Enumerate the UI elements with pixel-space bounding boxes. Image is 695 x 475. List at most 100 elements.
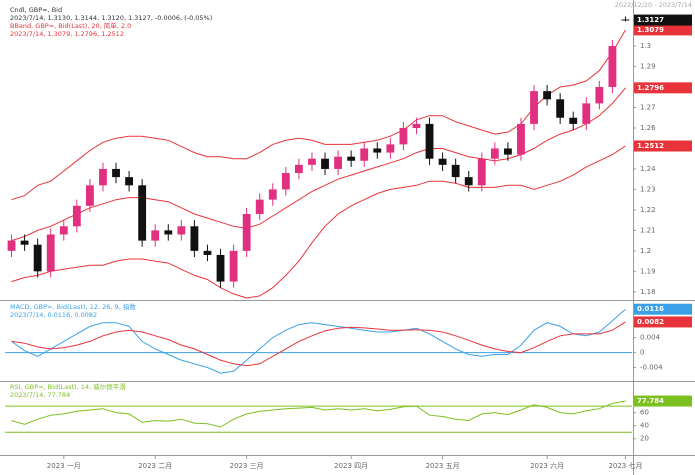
candle-body [138, 185, 147, 241]
y-tick-label: 40 [640, 422, 649, 430]
candle-body [621, 19, 630, 21]
candle-body [543, 91, 552, 100]
candle-body [530, 91, 538, 124]
candle-body [151, 230, 160, 241]
y-tick-label: 1.27 [640, 104, 656, 112]
x-tick-label: 2023 五月 [426, 462, 460, 470]
value-tag-label: 77.784 [637, 397, 664, 405]
candle-body [177, 226, 186, 235]
y-tick-label: 1.19 [640, 267, 656, 275]
bands-subtitle: 2023/7/14, 1.3079, 1.2796, 1.2512 [10, 30, 124, 38]
chart-subtitle: 2023/7/14, 1.3130, 1.3144, 1.3120, 1.312… [10, 14, 212, 22]
x-tick-label: 2023 一月 [47, 462, 81, 470]
x-tick-label: 2023 六月 [530, 461, 564, 470]
y-tick-label: 1.18 [640, 288, 656, 296]
candle-body [308, 158, 316, 165]
value-tag [634, 140, 692, 152]
macd-title: MACD, GBP=, Bid(Last), 12, 26, 9, 指数 [10, 302, 136, 311]
candle-body [490, 148, 499, 159]
candle-body [99, 168, 107, 186]
candle-body [334, 156, 343, 169]
candle-body [294, 164, 303, 174]
candle-body [20, 240, 29, 245]
candle-body [203, 250, 212, 255]
candle-body [46, 234, 55, 272]
x-tick-label: 2023 三月 [230, 462, 264, 470]
candle-body [164, 230, 173, 235]
candle-body [190, 226, 199, 251]
y-tick-label: 0 [640, 349, 644, 357]
x-tick-label: 2023 七月 [608, 461, 642, 470]
x-tick-label: 2023 四月 [334, 462, 368, 470]
candle-body [242, 213, 251, 251]
bands-title: BBand, GBP=, Bid(Last), 20, 简单, 2.0 [10, 21, 131, 30]
indicator-line [11, 400, 626, 428]
rsi-subtitle: 2023/7/14, 77.784 [10, 391, 70, 399]
value-tag [634, 14, 692, 26]
candle-body [229, 250, 238, 282]
candle-body [321, 158, 329, 169]
candle-body [464, 177, 473, 186]
candle-body [451, 164, 460, 178]
candle-body [72, 205, 81, 227]
value-tag-label: 1.3127 [637, 16, 664, 24]
indicator-line [11, 321, 626, 367]
y-tick-label: 20 [640, 435, 649, 443]
value-tag-label: 0.0082 [637, 318, 664, 326]
value-tag [634, 316, 692, 328]
candle-body [347, 156, 356, 161]
candle-body [503, 148, 512, 155]
candle-body [438, 158, 447, 165]
candle-body [59, 226, 68, 235]
y-tick-label: 1.23 [640, 185, 656, 193]
x-tick-label: 2023 二月 [138, 462, 172, 470]
value-tag [634, 24, 692, 36]
candle-body [125, 177, 134, 186]
candle-body [85, 185, 94, 206]
candle-body [268, 189, 277, 200]
candle-body [255, 199, 264, 214]
candle-body [477, 158, 486, 186]
value-tag [634, 82, 692, 94]
y-tick-label: 1.21 [640, 226, 656, 234]
candle-body [360, 148, 369, 161]
candle-body [112, 168, 120, 178]
candle-body [608, 46, 617, 88]
rsi-title: RSI, GBP=, Bid(Last), 14, 威尔德平滑 [10, 382, 126, 391]
candle-body [7, 240, 16, 251]
y-tick-label: 1.24 [640, 165, 656, 173]
y-tick-label: 0.004 [640, 334, 661, 342]
y-tick-label: 1.2 [640, 247, 651, 255]
candle-body [425, 123, 434, 159]
y-tick-label: 1.3 [640, 42, 651, 50]
y-tick-label: -0.004 [640, 364, 663, 372]
y-tick-label: 1.29 [640, 63, 656, 71]
indicator-line [11, 308, 626, 374]
value-tag-label: 1.2796 [637, 84, 664, 92]
candle-body [582, 103, 591, 124]
candle-body [386, 144, 395, 153]
y-tick-label: 1.26 [640, 124, 656, 132]
band-line [11, 145, 626, 299]
candle-body [595, 87, 604, 104]
y-tick-label: 60 [640, 409, 649, 417]
value-tag [634, 395, 692, 407]
candle-body [556, 99, 565, 118]
date-range: 2022/12/20 - 2023/7/14 [615, 1, 692, 9]
candle-body [412, 123, 421, 128]
macd-subtitle: 2023/7/14, 0.0116, 0.0082 [10, 311, 97, 319]
candle-body [373, 148, 382, 153]
candle-body [281, 173, 290, 190]
candle-body [517, 123, 525, 155]
candle-body [33, 244, 42, 272]
candle-body [216, 254, 225, 282]
value-tag [634, 303, 692, 315]
band-line [11, 29, 626, 201]
chart-title: Cndl, GBP=, Bid [10, 6, 62, 14]
value-tag-label: 0.0116 [637, 305, 664, 313]
value-tag-label: 1.3079 [637, 26, 664, 34]
candle-body [399, 127, 408, 145]
candle-body [569, 117, 578, 124]
